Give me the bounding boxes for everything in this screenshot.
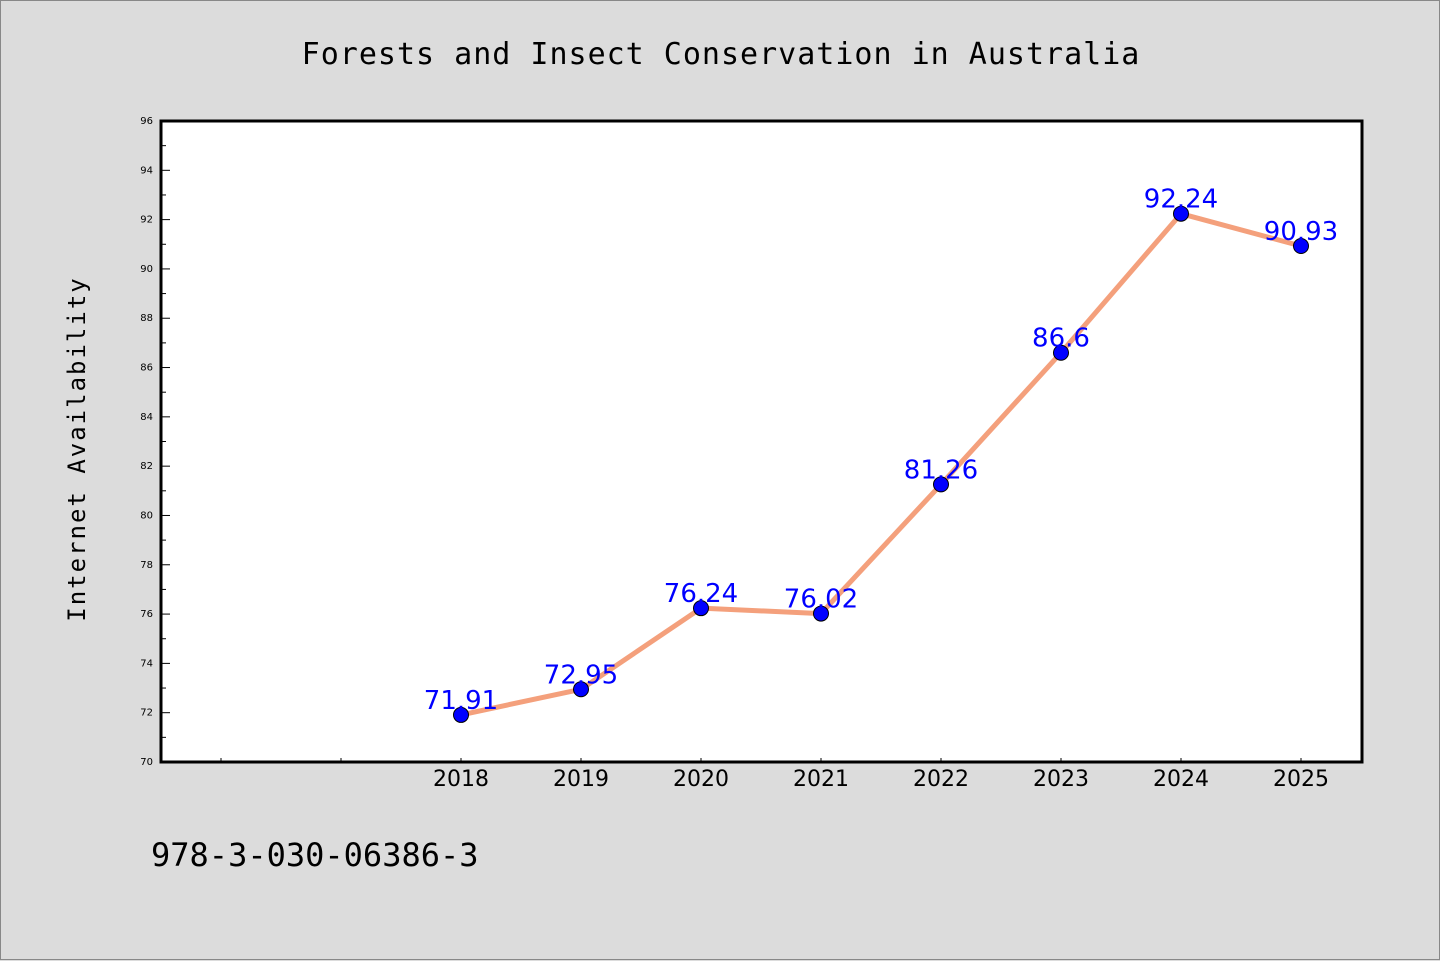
y-tick-label: 72	[140, 708, 153, 719]
plot-area	[159, 119, 1364, 764]
y-tick-label: 88	[140, 313, 153, 324]
y-tick-label: 82	[140, 461, 153, 472]
x-tick-label: 2025	[1273, 767, 1329, 792]
x-axis-ticks: 2018 2019 2020 2021 2022 2023 2024 2025	[220, 758, 1329, 792]
x-tick-label: 2022	[913, 767, 969, 792]
data-label: 76.24	[664, 579, 738, 609]
x-tick-label: 2021	[793, 767, 849, 792]
x-tick-label: 2023	[1033, 767, 1089, 792]
data-label: 81.26	[904, 455, 978, 485]
x-tick-label: 2020	[673, 767, 729, 792]
data-point-marker	[1173, 205, 1189, 222]
data-label: 76.02	[784, 585, 858, 615]
y-tick-label: 70	[140, 757, 153, 768]
data-point-marker	[933, 476, 949, 493]
data-point-marker	[573, 681, 589, 698]
y-tick-label: 90	[140, 264, 153, 275]
series-line-group	[453, 205, 1309, 723]
y-tick-label: 76	[140, 609, 153, 620]
footer-isbn: 978-3-030-06386-3	[151, 836, 479, 874]
y-tick-label: 94	[140, 165, 153, 176]
data-point-marker	[453, 706, 469, 723]
data-point-marker	[813, 605, 829, 622]
y-tick-label: 74	[140, 658, 153, 669]
y-tick-label: 86	[140, 363, 153, 374]
data-label: 86.6	[1032, 324, 1090, 354]
x-tick-label: 2024	[1153, 767, 1209, 792]
data-labels: 71.91 72.95 76.24 76.02 81.26 86.6 92.24 90.93	[424, 185, 1338, 716]
data-point-marker	[693, 600, 709, 617]
data-label: 72.95	[544, 660, 618, 690]
y-tick-label: 80	[140, 510, 153, 521]
data-label: 71.91	[424, 686, 498, 716]
x-tick-label: 2019	[553, 767, 609, 792]
series-line	[458, 211, 1304, 718]
y-tick-label: 78	[140, 560, 153, 571]
y-tick-label: 84	[140, 412, 153, 423]
y-tick-label: 92	[140, 215, 153, 226]
data-point-marker	[1053, 344, 1069, 361]
y-axis-ticks: 70 72 74 76 78 80 82 84 86 88 90 92 94 96	[140, 116, 170, 768]
data-label: 90.93	[1264, 217, 1338, 247]
y-tick-label: 96	[140, 116, 153, 127]
x-tick-label: 2018	[433, 767, 489, 792]
chart-title: Forests and Insect Conservation in Austr…	[302, 37, 1141, 72]
data-label: 92.24	[1144, 185, 1218, 215]
data-point-marker	[1293, 237, 1309, 254]
y-axis-label: Internet Availability	[63, 276, 91, 621]
